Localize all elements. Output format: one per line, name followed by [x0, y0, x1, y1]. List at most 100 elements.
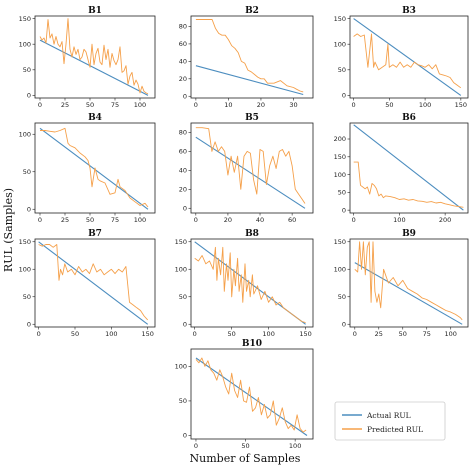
b9-title: B9: [402, 229, 416, 239]
panel-b6: B6 0 100 200 0 50 100 150 200: [334, 113, 469, 224]
b6-actual-rul-line: [353, 124, 464, 211]
b2-ytick-label: 60: [179, 40, 187, 48]
b8-ytick-label: 0: [183, 320, 187, 328]
b2-ytick-label: 80: [179, 23, 187, 31]
b1-ytick-label: 100: [19, 40, 31, 48]
x-axis-label: Number of Samples: [190, 452, 301, 465]
b7-xtick-label: 0: [37, 330, 41, 338]
b9-actual-rul-line: [354, 262, 463, 325]
b1-title: B1: [88, 6, 102, 16]
b4-plot-frame: [34, 122, 156, 214]
b4-ytick-label: 50: [23, 168, 31, 176]
b8-ytick-label: 50: [179, 293, 187, 301]
panel-b1: B1 0 25 50 75 100 0 50 100 150: [19, 6, 156, 109]
b2-xtick-label: 10: [224, 101, 232, 109]
b4-xtick-label: 100: [134, 216, 146, 224]
b9-ytick-label: 50: [338, 293, 346, 301]
b9-ytick-label: 150: [334, 238, 346, 246]
b5-ytick-label: 0: [183, 204, 187, 212]
b7-predicted-rul-line: [38, 244, 149, 321]
b4-actual-rul-line: [39, 127, 149, 210]
b8-title: B8: [245, 229, 259, 239]
b2-plot-frame: [190, 15, 314, 99]
b1-xtick-label: 75: [111, 101, 119, 109]
b7-ytick-label: 100: [19, 265, 31, 273]
b5-ytick-label: 60: [179, 148, 187, 156]
b4-ytick-label: 100: [19, 130, 31, 138]
b4-title: B4: [88, 113, 102, 123]
b2-ytick-label: 40: [179, 58, 187, 66]
b8-predicted-rul-line: [194, 246, 306, 324]
b4-ytick-label: 0: [27, 205, 31, 213]
b4-xtick-label: 0: [38, 216, 42, 224]
b8-ytick-label: 150: [175, 238, 187, 246]
legend-predicted-label: Predicted RUL: [367, 425, 423, 434]
b6-ytick-label: 200: [334, 135, 346, 143]
b1-xtick-label: 50: [86, 101, 94, 109]
b2-ytick-label: 20: [179, 75, 187, 83]
b10-xtick-label: 50: [241, 442, 249, 450]
b9-plot-frame: [349, 238, 469, 328]
b2-actual-rul-line: [195, 65, 304, 96]
b5-ytick-label: 40: [179, 167, 187, 175]
panel-b2: B2 0 10 20 30 0 20 40 60 80: [179, 6, 314, 109]
b4-xtick-label: 50: [86, 216, 94, 224]
b2-xtick-label: 30: [289, 101, 297, 109]
panel-b5: B5 0 20 40 60 0 20 40 60 80: [179, 113, 314, 224]
b5-xtick-label: 20: [224, 216, 232, 224]
b1-xtick-label: 100: [134, 101, 146, 109]
b5-ytick-label: 80: [179, 129, 187, 137]
b8-xtick-label: 0: [193, 330, 197, 338]
b7-ytick-label: 0: [27, 320, 31, 328]
b3-ytick-label: 50: [338, 66, 346, 74]
b10-xtick-label: 100: [289, 442, 301, 450]
legend: Actual RUL Predicted RUL: [334, 401, 446, 441]
b2-title: B2: [245, 6, 259, 16]
b6-xtick-label: 100: [393, 216, 405, 224]
b3-title: B3: [402, 6, 416, 16]
b3-xtick-label: 150: [455, 101, 467, 109]
b8-xtick-label: 150: [299, 330, 311, 338]
b5-predicted-rul-line: [195, 127, 306, 204]
b9-xtick-label: 75: [423, 330, 431, 338]
b5-xtick-label: 0: [194, 216, 198, 224]
b9-ytick-label: 0: [342, 320, 346, 328]
b9-predicted-rul-line: [354, 241, 463, 321]
b9-xtick-label: 25: [375, 330, 383, 338]
b2-ytick-label: 0: [183, 92, 187, 100]
b5-xtick-label: 60: [288, 216, 296, 224]
b5-ytick-label: 20: [179, 186, 187, 194]
b6-ytick-label: 0: [342, 206, 346, 214]
b9-xtick-label: 50: [399, 330, 407, 338]
b10-ytick-label: 100: [175, 363, 187, 371]
b7-xtick-label: 150: [142, 330, 154, 338]
b10-title: B10: [242, 339, 262, 349]
y-axis-label: RUL (Samples): [2, 188, 15, 272]
b3-actual-rul-line: [353, 18, 462, 96]
panel-b7: B7 0 50 100 150 0 50 100 150: [19, 229, 156, 338]
b7-xtick-label: 100: [105, 330, 117, 338]
panel-b8: B8 0 50 100 150 0 50 100 150: [175, 229, 314, 338]
b7-title: B7: [88, 229, 102, 239]
b6-ytick-label: 100: [334, 171, 346, 179]
panel-b4: B4 0 25 50 75 100 0 50 100: [19, 113, 156, 224]
panel-b10: B10 0 50 100 0 50 100: [175, 339, 314, 450]
b1-ytick-label: 0: [27, 92, 31, 100]
panel-b3: B3 0 50 100 150 0 50 100 150: [334, 6, 469, 109]
b6-title: B6: [402, 113, 416, 123]
b4-predicted-rul-line: [40, 127, 149, 208]
b1-xtick-label: 25: [61, 101, 69, 109]
b7-actual-rul-line: [38, 241, 149, 325]
b6-ytick-label: 150: [334, 153, 346, 161]
b3-xtick-label: 50: [385, 101, 393, 109]
b7-ytick-label: 150: [19, 238, 31, 246]
b8-xtick-label: 50: [228, 330, 236, 338]
legend-box: [334, 401, 446, 441]
panel-b9: B9 0 25 50 75 100 0 50 100 150: [334, 229, 469, 338]
b10-xtick-label: 0: [194, 442, 198, 450]
b4-xtick-label: 25: [61, 216, 69, 224]
b6-ytick-label: 50: [338, 189, 346, 197]
b9-xtick-label: 100: [445, 330, 457, 338]
b7-xtick-label: 50: [71, 330, 79, 338]
b2-xtick-label: 20: [257, 101, 265, 109]
